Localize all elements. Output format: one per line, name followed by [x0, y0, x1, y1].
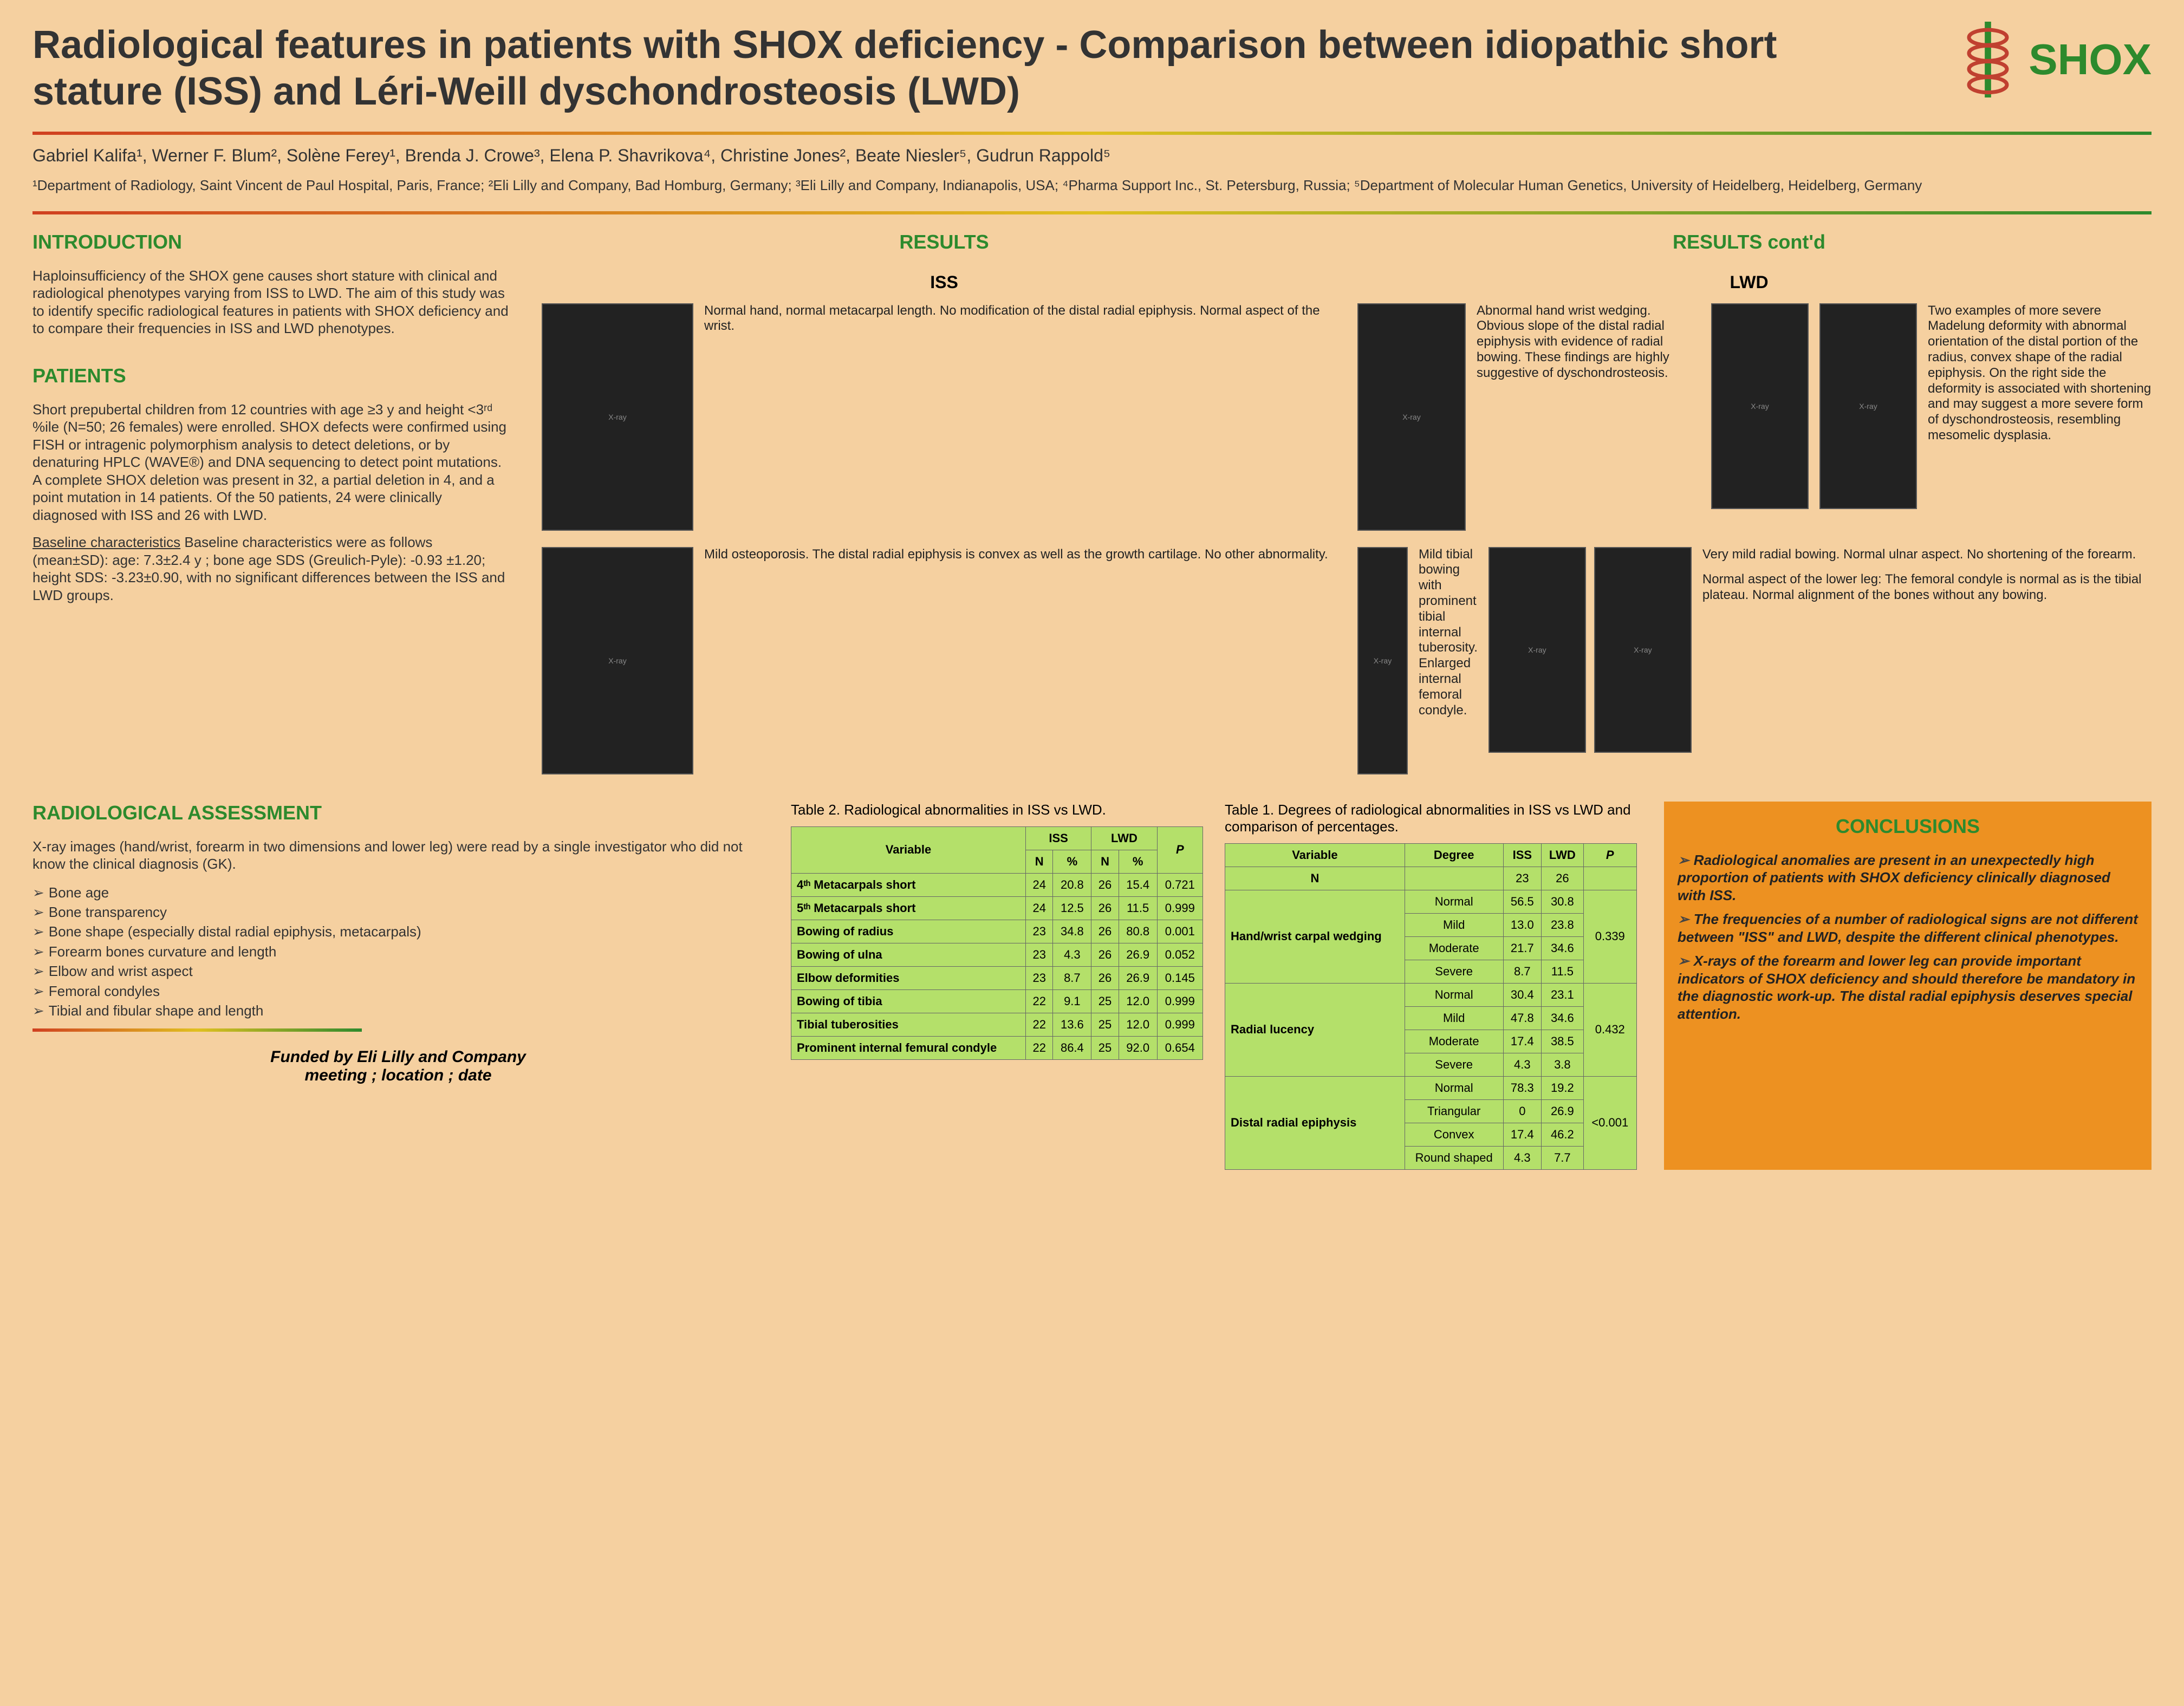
divider-rule: [32, 1028, 362, 1032]
assessment-item: Bone shape (especially distal radial epi…: [32, 922, 764, 941]
caption-lwd2: Mild tibial bowing with prominent tibial…: [1419, 547, 1478, 719]
assessment-item: Tibial and fibular shape and length: [32, 1001, 764, 1020]
caption-lwd1: Abnormal hand wrist wedging. Obvious slo…: [1477, 303, 1700, 381]
patients-text: Short prepubertal children from 12 count…: [32, 401, 509, 524]
poster-title: Radiological features in patients with S…: [32, 22, 1820, 115]
assessment-item: Elbow and wrist aspect: [32, 961, 764, 981]
xray-image: X-ray: [1594, 547, 1692, 753]
radiological-heading: RADIOLOGICAL ASSESSMENT: [32, 802, 764, 824]
divider-rule: [32, 211, 2152, 214]
authors-line: Gabriel Kalifa¹, Werner F. Blum², Solène…: [32, 146, 2152, 166]
assessment-item: Femoral condyles: [32, 981, 764, 1001]
conclusion-item: The frequencies of a number of radiologi…: [1678, 910, 2138, 946]
radiological-text: X-ray images (hand/wrist, forearm in two…: [32, 838, 764, 873]
table1-caption: Table 1. Degrees of radiological abnorma…: [1225, 802, 1637, 835]
xray-image: X-ray: [1488, 547, 1586, 753]
assessment-item: Bone age: [32, 883, 764, 902]
table2: VariableISSLWDPN%N%4ᵗʰ Metacarpals short…: [791, 826, 1203, 1060]
assessment-item: Bone transparency: [32, 902, 764, 922]
conclusions-heading: CONCLUSIONS: [1678, 815, 2138, 838]
caption-iss2: Mild osteoporosis. The distal radial epi…: [704, 547, 1336, 563]
introduction-heading: INTRODUCTION: [32, 231, 509, 253]
shox-logo-icon: [1955, 22, 2020, 97]
caption-lwd5: Normal aspect of the lower leg: The femo…: [1702, 572, 2152, 603]
xray-image: X-ray: [1711, 303, 1809, 509]
logo-text: SHOX: [2029, 35, 2152, 84]
affiliations-line: ¹Department of Radiology, Saint Vincent …: [32, 177, 2152, 195]
xray-image: X-ray: [1357, 547, 1408, 774]
patients-heading: PATIENTS: [32, 364, 509, 387]
baseline-text: Baseline characteristics Baseline charac…: [32, 533, 509, 604]
conclusion-item: X-rays of the forearm and lower leg can …: [1678, 952, 2138, 1023]
caption-lwd3: Two examples of more severe Madelung def…: [1928, 303, 2152, 444]
introduction-text: Haploinsufficiency of the SHOX gene caus…: [32, 267, 509, 337]
logo: SHOX: [1955, 22, 2152, 97]
xray-image: X-ray: [1357, 303, 1466, 531]
table1: VariableDegreeISSLWDPN2326Hand/wrist car…: [1225, 843, 1637, 1170]
xray-image: X-ray: [542, 547, 693, 774]
results-heading: RESULTS: [542, 231, 1347, 253]
funded-text: Funded by Eli Lilly and Companymeeting ;…: [32, 1048, 764, 1085]
xray-image: X-ray: [1819, 303, 1917, 509]
caption-iss1: Normal hand, normal metacarpal length. N…: [704, 303, 1336, 335]
table2-caption: Table 2. Radiological abnormalities in I…: [791, 802, 1203, 818]
divider-rule: [32, 132, 2152, 135]
iss-label: ISS: [542, 272, 1347, 292]
conclusion-item: Radiological anomalies are present in an…: [1678, 851, 2138, 904]
xray-image: X-ray: [542, 303, 693, 531]
lwd-label: LWD: [1347, 272, 2152, 292]
assessment-list: Bone ageBone transparencyBone shape (esp…: [32, 883, 764, 1021]
assessment-item: Forearm bones curvature and length: [32, 942, 764, 961]
results-contd-heading: RESULTS cont'd: [1347, 231, 2152, 253]
caption-lwd4: Very mild radial bowing. Normal ulnar as…: [1702, 547, 2152, 563]
